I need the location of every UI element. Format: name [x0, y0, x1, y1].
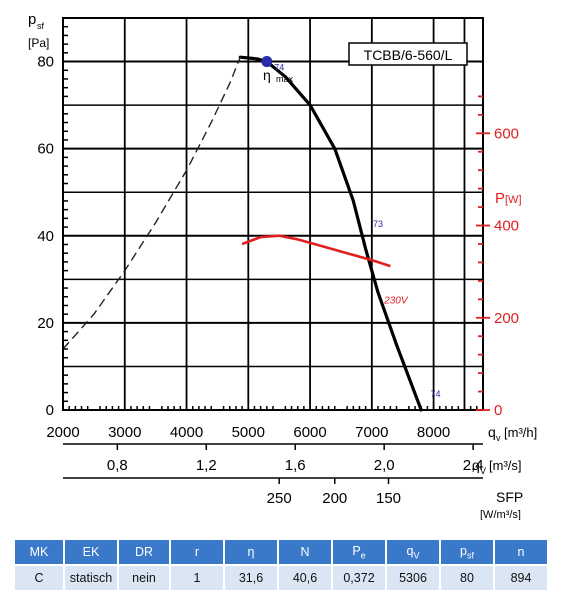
- model-label-box: [348, 42, 468, 66]
- eta-max-point: [261, 56, 273, 68]
- x-axis-label-sub: v: [496, 433, 501, 443]
- table-header-cell: Pe: [333, 540, 385, 564]
- x3-tick-label: 150: [376, 490, 401, 507]
- table-header-cell: qV: [387, 540, 439, 564]
- chart-curves: [62, 55, 423, 412]
- y-axis-label: p: [28, 11, 36, 28]
- x2-axis-label: q: [472, 457, 480, 473]
- x-axis-label: q: [488, 424, 496, 440]
- curve-label: 74: [274, 62, 284, 72]
- x2-axis-label-sub: V: [480, 466, 486, 476]
- chart-grid: [62, 17, 484, 411]
- table-header-cell: MK: [15, 540, 63, 564]
- x2-tick-label: 2,4: [463, 457, 484, 474]
- x2-tick-label: 0,8: [107, 457, 128, 474]
- x-tick-label: 7000: [355, 424, 388, 441]
- x2-tick-label: 2,0: [374, 457, 395, 474]
- power-curve: [241, 234, 391, 268]
- x2-tick-label: 1,2: [196, 457, 217, 474]
- table-cell: 1: [171, 566, 223, 590]
- x-tick-label: 8000: [417, 424, 450, 441]
- y-tick-label: 20: [37, 315, 54, 332]
- curve-label: 74: [431, 389, 441, 399]
- x-tick-label: 2000: [46, 424, 79, 441]
- curve-label: 73: [373, 219, 383, 229]
- y2-tick-label: 0: [494, 402, 502, 419]
- y2-axis-unit: [W]: [505, 194, 522, 206]
- system-curve: [62, 56, 241, 350]
- table-cell: 80: [441, 566, 493, 590]
- y2-tick-label: 400: [494, 218, 519, 235]
- curve-label: 230V: [383, 295, 409, 306]
- y-tick-label: 40: [37, 228, 54, 245]
- x-tick-label: 5000: [232, 424, 265, 441]
- fan-curve: [238, 55, 423, 412]
- x-tick-label: 6000: [293, 424, 326, 441]
- table-header-cell: DR: [119, 540, 169, 564]
- x-axis-unit: [m³/h]: [504, 425, 537, 440]
- table-cell: 0,372: [333, 566, 385, 590]
- eta-max-subscript: max: [276, 74, 294, 84]
- table-cell: 5306: [387, 566, 439, 590]
- y-tick-label: 60: [37, 141, 54, 158]
- table-cell: C: [15, 566, 63, 590]
- x-tick-label: 3000: [108, 424, 141, 441]
- table-row: C statisch nein 1 31,6 40,6 0,372 5306 8…: [15, 566, 547, 590]
- y2-tick-label: 600: [494, 125, 519, 142]
- y-axis-unit: [Pa]: [28, 36, 49, 50]
- chart-axes: [63, 25, 490, 484]
- x3-axis-unit: [W/m³/s]: [480, 509, 521, 520]
- table-header-cell: n: [495, 540, 547, 564]
- x-tick-label: 4000: [170, 424, 203, 441]
- x3-tick-label: 250: [267, 490, 292, 507]
- y-tick-label: 80: [37, 54, 54, 71]
- eta-max-label: η: [263, 67, 271, 83]
- table-cell: nein: [119, 566, 169, 590]
- chart-labels: 74 73 74 230V η max TCBB/6-560/L 0 20 40 60 80 p sf [P…: [28, 11, 537, 520]
- y2-axis-label: P: [495, 190, 505, 207]
- plot-frame: [62, 17, 484, 411]
- x3-axis-label: SFP: [496, 489, 523, 505]
- table-header-cell: EK: [65, 540, 117, 564]
- table-cell: 40,6: [279, 566, 331, 590]
- y-axis-label-sub: sf: [37, 21, 45, 31]
- table-header-row: MK EK DR r η N Pe qV psf n: [15, 540, 547, 564]
- table-header-cell: η: [225, 540, 277, 564]
- table-header-cell: r: [171, 540, 223, 564]
- x2-axis-unit: [m³/s]: [489, 458, 522, 473]
- x3-tick-label: 200: [322, 490, 347, 507]
- table-header-cell: psf: [441, 540, 493, 564]
- table-cell: statisch: [65, 566, 117, 590]
- fan-performance-chart: 74 73 74 230V η max TCBB/6-560/L 0 20 40 60 80 p sf [P…: [28, 11, 537, 520]
- y-tick-label: 0: [46, 402, 54, 419]
- table-cell: 31,6: [225, 566, 277, 590]
- x2-tick-label: 1,6: [285, 457, 306, 474]
- operating-point-table: MK EK DR r η N Pe qV psf n C statisch ne…: [13, 538, 549, 592]
- y2-tick-label: 200: [494, 310, 519, 327]
- table-header-cell: N: [279, 540, 331, 564]
- model-label: TCBB/6-560/L: [364, 47, 453, 63]
- table-cell: 894: [495, 566, 547, 590]
